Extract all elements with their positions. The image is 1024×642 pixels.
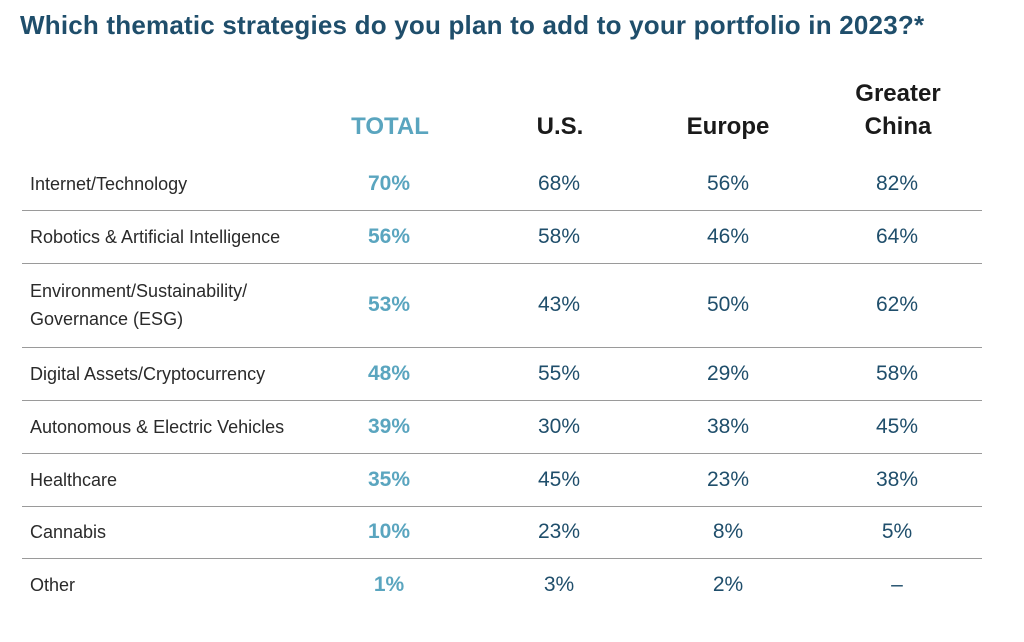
row-label-line: Digital Assets/Cryptocurrency [30,363,266,384]
row-label-line: Environment/Sustainability/ [30,281,248,301]
row-label-line: Autonomous & Electric Vehicles [30,416,285,437]
column-header-china-line-2: China [864,113,932,140]
row-divider [22,506,982,507]
table-cell: 23% [537,520,581,543]
table-cell: 35% [367,467,411,491]
row-label-line: Other [30,575,76,595]
row-label-line: Robotics & Artificial Intelligence [30,226,281,247]
row-label: Cannabis [30,518,106,546]
table-cell: 56% [706,171,750,195]
table-cell: – [891,573,903,596]
row-label-line: Healthcare [30,469,118,490]
column-header-china-line-1: Greater [855,80,941,107]
table-cell: 43% [537,293,581,316]
row-label-line: Cannabis [30,522,107,542]
table-cell: 39% [367,414,411,438]
row-label: Autonomous & Electric Vehicles [30,413,284,441]
row-label: Internet/Technology [30,170,187,198]
table-cell: 8% [712,520,744,543]
table-cell: 38% [706,414,750,438]
table-cell: 29% [706,361,750,385]
table-cell: 82% [875,171,919,195]
column-header-us-line: U.S. [536,113,584,140]
column-header-greater-china: Greater China [838,77,958,143]
table-cell: 64% [875,224,919,248]
column-header-total: TOTAL [330,110,450,143]
table-cell: 68% [537,171,581,195]
row-label: Environment/Sustainability/Governance (E… [30,277,247,333]
row-divider [22,347,982,348]
row-divider [22,400,982,401]
table-cell: 45% [537,467,581,491]
chart-title: Which thematic strategies do you plan to… [20,10,925,40]
table-cell: 5% [881,520,913,543]
table-cell: 58% [537,224,581,248]
row-label-line: Governance (ESG) [30,309,184,329]
table-cell: 55% [537,361,581,385]
column-header-europe: Europe [668,110,788,143]
table-cell: 45% [875,414,919,438]
table-cell: 1% [373,573,405,596]
table-cell: 58% [875,361,919,385]
column-header-europe-line: Europe [686,113,770,140]
table-cell: 70% [367,171,411,195]
row-label: Other [30,571,75,599]
row-divider [22,453,982,454]
table-cell: 2% [712,573,744,596]
column-header-total-line: TOTAL [351,113,429,140]
table-cell: 46% [706,224,750,248]
row-label: Healthcare [30,466,117,494]
column-header-us: U.S. [500,110,620,143]
table-cell: 3% [543,573,575,596]
row-label: Digital Assets/Cryptocurrency [30,360,265,388]
row-label-line: Internet/Technology [30,173,188,194]
row-divider [22,210,982,211]
table-cell: 56% [367,224,411,248]
table-cell: 23% [706,467,750,491]
table-cell: 38% [875,467,919,491]
table-cell: 48% [367,361,411,385]
table-cell: 62% [875,293,919,316]
table-cell: 10% [367,520,411,543]
row-divider [22,263,982,264]
table-cell: 50% [706,293,750,316]
table-cell: 53% [367,293,411,316]
row-label: Robotics & Artificial Intelligence [30,223,280,251]
row-divider [22,558,982,559]
table-cell: 30% [537,414,581,438]
